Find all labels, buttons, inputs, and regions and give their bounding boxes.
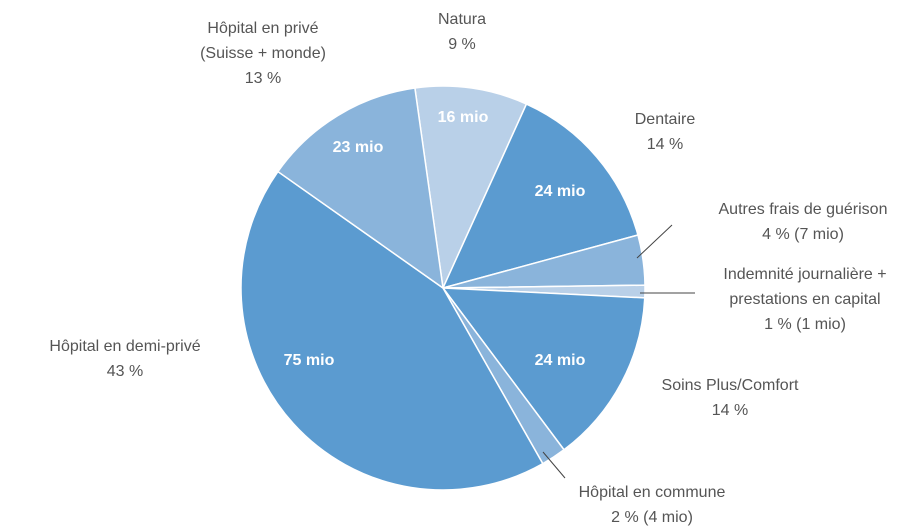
pie-slice xyxy=(414,85,528,291)
leader-line xyxy=(542,451,566,479)
value-label: 43 % xyxy=(107,363,143,380)
slice-label: Autres frais de guérison xyxy=(719,201,888,218)
value-label: 4 % (7 mio) xyxy=(762,226,844,243)
leader-line xyxy=(636,224,673,259)
amount-label: 75 mio xyxy=(284,352,335,369)
value-label: 13 % xyxy=(245,70,281,87)
slice-label: Dentaire xyxy=(635,111,696,128)
slice-label: prestations en capital xyxy=(729,291,880,308)
amount-label: 23 mio xyxy=(333,139,384,156)
value-label: 1 % (1 mio) xyxy=(764,316,846,333)
value-label: 14 % xyxy=(647,136,683,153)
value-label: 9 % xyxy=(448,36,476,53)
slice-label: Soins Plus/Comfort xyxy=(662,377,799,394)
slice-label: Natura xyxy=(438,11,486,28)
amount-label: 24 mio xyxy=(535,183,586,200)
amount-label: 24 mio xyxy=(535,352,586,369)
pie-slice xyxy=(276,87,444,290)
pie-slice xyxy=(441,287,646,451)
slice-label: Hôpital en privé xyxy=(207,20,318,37)
slice-label: Hôpital en commune xyxy=(579,484,726,501)
amount-label: 16 mio xyxy=(438,109,489,126)
pie-slice xyxy=(441,103,639,290)
slice-label: Hôpital en demi-privé xyxy=(49,338,200,355)
value-label: 2 % (4 mio) xyxy=(611,509,693,526)
value-label: 14 % xyxy=(712,402,748,419)
slice-label: Indemnité journalière + xyxy=(723,266,886,283)
pie-slice xyxy=(240,170,544,491)
slice-label: (Suisse + monde) xyxy=(200,45,326,62)
